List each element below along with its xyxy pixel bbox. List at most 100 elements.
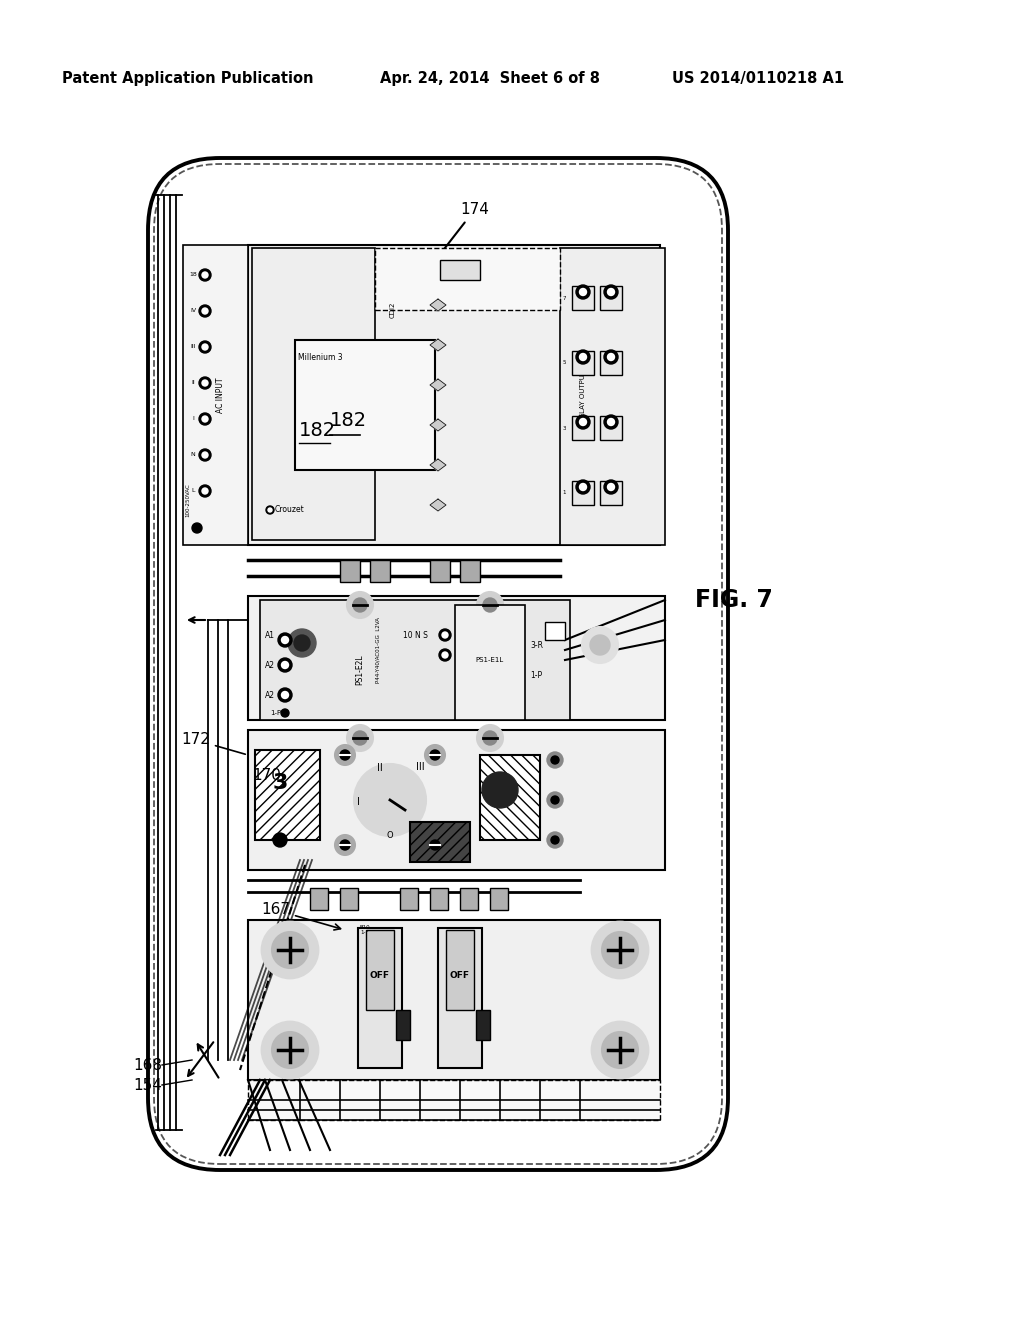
Circle shape — [347, 725, 373, 751]
Text: I: I — [193, 417, 194, 421]
Text: PS1-E1L: PS1-E1L — [476, 657, 504, 663]
Bar — [295, 341, 435, 470]
Circle shape — [262, 921, 318, 978]
Circle shape — [199, 413, 211, 425]
Bar — [248, 597, 665, 719]
Bar — [310, 888, 328, 909]
Bar — [252, 248, 375, 540]
Text: II: II — [191, 380, 195, 385]
Circle shape — [607, 354, 614, 360]
Circle shape — [592, 1022, 648, 1078]
Circle shape — [551, 836, 559, 843]
Text: FIG. 7: FIG. 7 — [695, 587, 773, 612]
Bar — [446, 931, 474, 1010]
Circle shape — [281, 709, 289, 717]
Circle shape — [547, 832, 563, 847]
Polygon shape — [430, 379, 446, 391]
Circle shape — [604, 480, 618, 494]
Bar — [460, 560, 480, 582]
Circle shape — [294, 635, 310, 651]
Polygon shape — [430, 339, 446, 351]
Bar — [600, 480, 622, 506]
Text: 1-P: 1-P — [270, 710, 282, 715]
Bar — [260, 601, 570, 719]
Circle shape — [199, 341, 211, 352]
Circle shape — [547, 792, 563, 808]
Bar — [400, 888, 418, 909]
Text: Patent Application Publication: Patent Application Publication — [62, 70, 313, 86]
Circle shape — [193, 523, 202, 533]
Circle shape — [575, 350, 590, 364]
FancyBboxPatch shape — [154, 164, 722, 1164]
Circle shape — [347, 591, 373, 618]
Text: 1: 1 — [562, 491, 565, 495]
Bar — [572, 351, 594, 375]
Bar — [490, 888, 508, 909]
Text: 3: 3 — [272, 774, 288, 793]
Circle shape — [483, 598, 497, 612]
Circle shape — [439, 649, 451, 661]
Bar — [600, 416, 622, 440]
Polygon shape — [430, 300, 446, 312]
Text: N: N — [190, 453, 196, 458]
Bar — [440, 260, 480, 280]
Bar — [460, 888, 478, 909]
Text: AC INPUT: AC INPUT — [216, 378, 225, 413]
Bar — [476, 1010, 490, 1040]
Text: A2: A2 — [265, 660, 275, 669]
Bar — [248, 920, 660, 1080]
Text: O: O — [387, 832, 393, 841]
Circle shape — [483, 731, 497, 744]
Bar — [438, 928, 482, 1068]
Circle shape — [575, 414, 590, 429]
Circle shape — [202, 345, 208, 350]
Text: US 2014/0110218 A1: US 2014/0110218 A1 — [672, 70, 844, 86]
Circle shape — [199, 269, 211, 281]
Circle shape — [607, 483, 614, 491]
Text: II: II — [377, 763, 383, 774]
Circle shape — [335, 744, 355, 766]
Circle shape — [282, 661, 289, 668]
Text: Millenium 3: Millenium 3 — [298, 354, 343, 363]
Circle shape — [604, 414, 618, 429]
Circle shape — [288, 630, 316, 657]
Text: A1: A1 — [265, 631, 275, 639]
Bar — [410, 822, 470, 862]
Text: 1-P: 1-P — [530, 671, 542, 680]
Circle shape — [202, 380, 208, 385]
Circle shape — [268, 508, 272, 512]
Bar — [370, 560, 390, 582]
Text: III: III — [416, 762, 424, 772]
Text: P44-Y40/AC01-GG  L2VA: P44-Y40/AC01-GG L2VA — [375, 616, 380, 682]
Text: 172: 172 — [181, 733, 246, 754]
Text: 5: 5 — [562, 360, 565, 366]
Circle shape — [439, 630, 451, 642]
Circle shape — [482, 772, 518, 808]
Text: 10 N S: 10 N S — [402, 631, 427, 639]
Bar — [248, 730, 665, 870]
Circle shape — [202, 451, 208, 458]
Text: L: L — [191, 488, 195, 494]
Circle shape — [202, 488, 208, 494]
Circle shape — [604, 285, 618, 300]
Circle shape — [272, 1032, 308, 1068]
Circle shape — [266, 506, 274, 513]
Circle shape — [547, 752, 563, 768]
Bar — [560, 248, 665, 545]
Circle shape — [442, 632, 449, 638]
Circle shape — [199, 305, 211, 317]
Circle shape — [273, 833, 287, 847]
Circle shape — [199, 378, 211, 389]
Text: 3: 3 — [562, 425, 565, 430]
Bar — [340, 560, 360, 582]
Bar — [396, 1010, 410, 1040]
Circle shape — [425, 744, 445, 766]
Circle shape — [551, 756, 559, 764]
Circle shape — [199, 484, 211, 498]
Bar — [545, 622, 565, 640]
FancyBboxPatch shape — [148, 158, 728, 1170]
Circle shape — [335, 836, 355, 855]
Circle shape — [580, 483, 587, 491]
Text: OFF: OFF — [370, 970, 390, 979]
Text: A2: A2 — [265, 690, 275, 700]
